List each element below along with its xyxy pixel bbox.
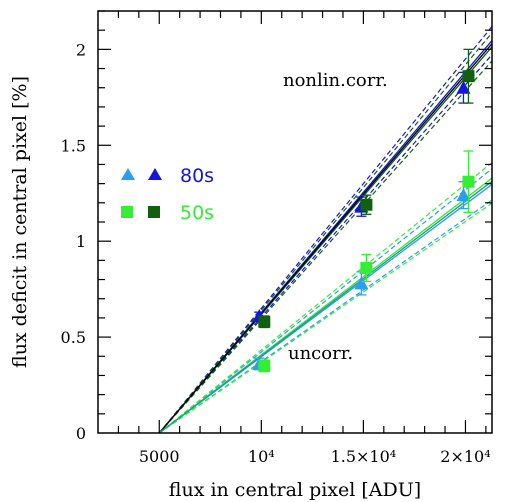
- data-point-triangle: [456, 188, 471, 202]
- data-points: [252, 48, 475, 373]
- legend-item-80s: 80s: [121, 165, 214, 187]
- data-point-square: [360, 262, 373, 275]
- legend-label-50s: 50s: [180, 202, 214, 224]
- data-point-triangle: [354, 276, 369, 290]
- legend-marker-80s-light: [121, 168, 135, 180]
- legend-marker-50s-dark: [148, 206, 160, 218]
- y-tick-label: 1: [76, 232, 86, 251]
- y-tick-label: 0.5: [61, 328, 86, 347]
- tick-labels: 5000 10⁴ 1.5×10⁴ 2×10⁴ 0 0.5 1 1.5 2: [61, 40, 491, 466]
- legend-label-80s: 80s: [180, 165, 214, 187]
- legend-marker-80s-dark: [148, 168, 162, 180]
- legend: 80s 50s: [121, 165, 214, 224]
- x-tick-label: 10⁴: [248, 447, 275, 466]
- fit-lines: [158, 26, 493, 434]
- y-tick-label: 0: [76, 424, 86, 443]
- x-tick-label: 5000: [139, 447, 180, 466]
- data-point-square: [462, 175, 475, 188]
- x-tick-label: 1.5×10⁴: [331, 447, 397, 466]
- data-point-square: [462, 70, 475, 83]
- fit-band-3-1: [158, 168, 493, 434]
- legend-item-50s: 50s: [121, 202, 214, 224]
- x-tick-label: 2×10⁴: [440, 447, 490, 466]
- annotation-uncorr: uncorr.: [288, 343, 353, 364]
- data-point-square: [360, 198, 373, 211]
- axis-ticks: [98, 10, 492, 433]
- x-axis-title: flux in central pixel [ADU]: [169, 479, 421, 501]
- data-point-square: [258, 359, 271, 372]
- y-tick-label: 1.5: [61, 136, 86, 155]
- fit-band-1-1: [158, 32, 493, 434]
- y-axis-title: flux deficit in central pixel [%]: [9, 76, 31, 368]
- fit-band-4-0: [158, 202, 493, 434]
- data-point-square: [258, 315, 271, 328]
- y-tick-label: 2: [76, 40, 86, 59]
- fit-line-5: [158, 180, 493, 434]
- annotation-nonlin-corr: nonlin.corr.: [283, 70, 388, 91]
- fit-line-2: [158, 43, 493, 434]
- legend-marker-50s-light: [121, 206, 133, 218]
- fit-band-0-0: [158, 54, 493, 434]
- fit-band-1-0: [158, 60, 493, 434]
- data-point-triangle: [456, 80, 471, 94]
